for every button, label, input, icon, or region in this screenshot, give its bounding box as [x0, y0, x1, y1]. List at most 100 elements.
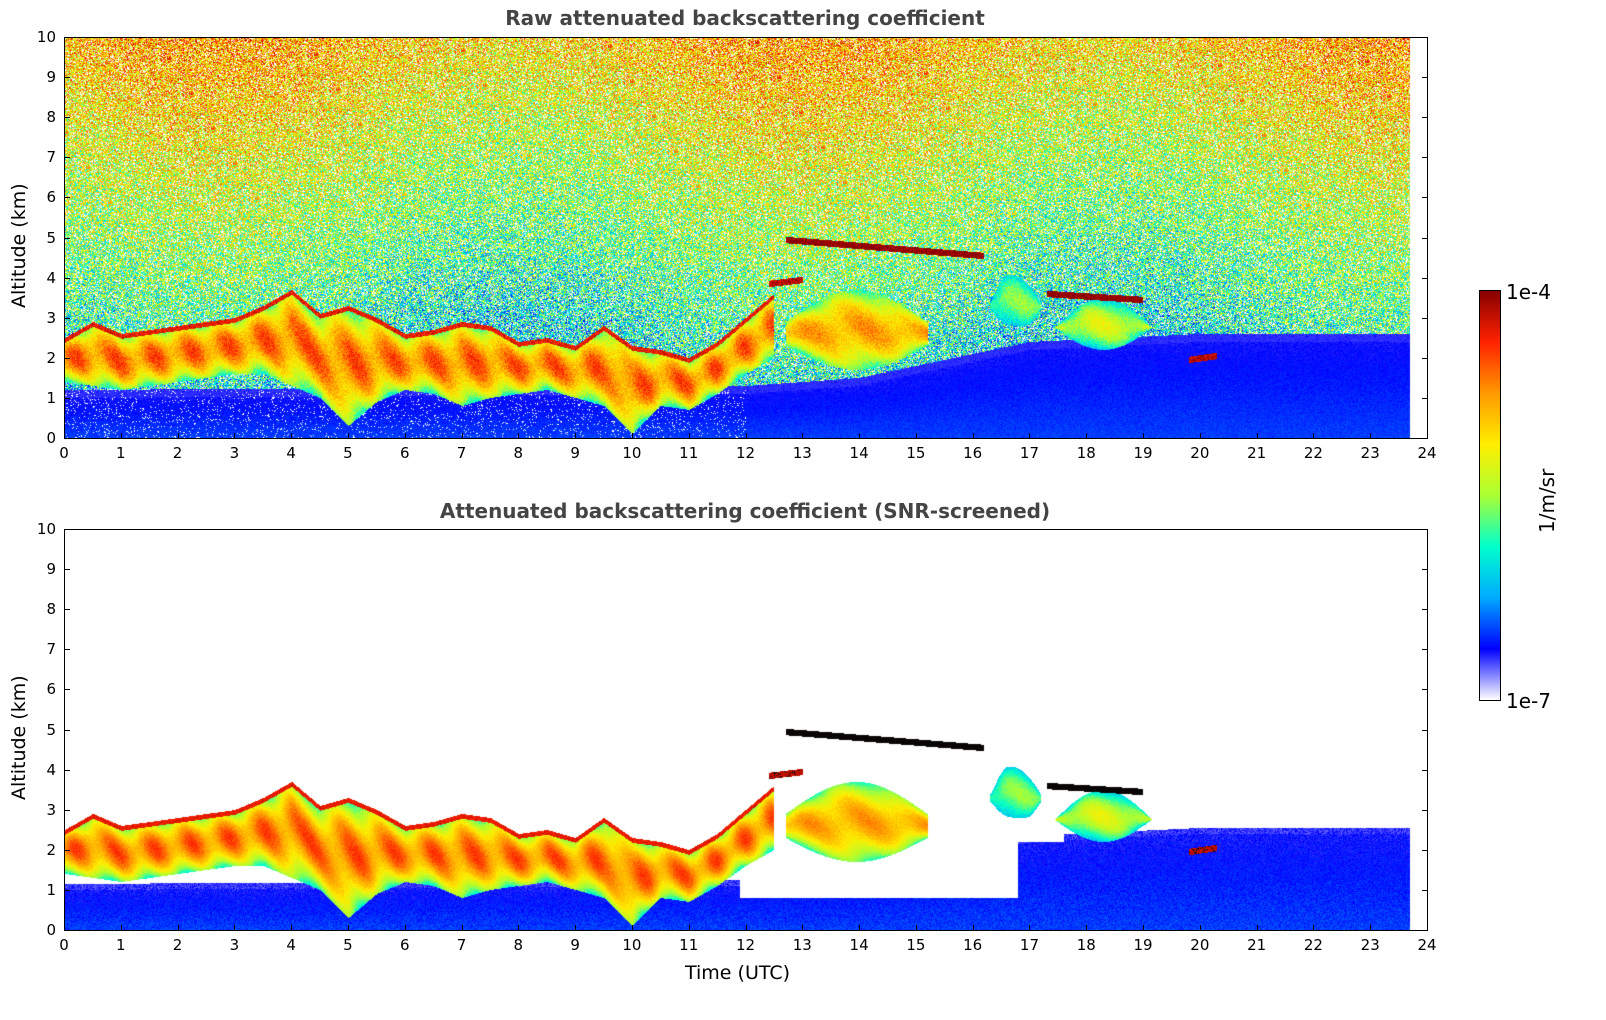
- x-tick-label: 9: [570, 936, 580, 954]
- y-tick-mark-right: [1422, 357, 1428, 359]
- x-tick-label: 22: [1303, 444, 1323, 462]
- x-tick-mark: [915, 433, 917, 439]
- x-tick-mark: [518, 433, 520, 439]
- x-tick-mark: [518, 925, 520, 931]
- x-tick-mark: [1370, 925, 1372, 931]
- x-tick-label: 1: [116, 936, 126, 954]
- x-tick-mark: [575, 433, 577, 439]
- colorbar-unit-label: 1/m/sr: [1535, 468, 1559, 533]
- y-tick-mark-right: [1422, 889, 1428, 891]
- y-tick-mark-right: [1422, 689, 1428, 691]
- x-tick-mark: [64, 925, 65, 931]
- x-tick-label: 15: [906, 936, 926, 954]
- x-tick-mark: [1029, 925, 1031, 931]
- x-tick-mark: [859, 433, 861, 439]
- x-tick-mark: [1256, 433, 1258, 439]
- y-tick-label: 6: [46, 188, 56, 207]
- x-tick-label: 19: [1133, 936, 1153, 954]
- x-tick-mark: [688, 925, 690, 931]
- y-tick-mark-right: [1422, 237, 1428, 239]
- x-tick-mark: [972, 925, 974, 931]
- x-tick-mark: [64, 433, 65, 439]
- x-tick-mark: [234, 925, 236, 931]
- y-tick-mark-right: [1422, 609, 1428, 611]
- y-tick-mark: [64, 438, 70, 439]
- x-tick-mark: [745, 925, 747, 931]
- y-tick-mark-right: [1422, 397, 1428, 399]
- y-tick-mark: [64, 529, 70, 530]
- x-tick-label: 10: [622, 936, 642, 954]
- x-tick-mark: [291, 925, 293, 931]
- x-tick-mark: [1143, 925, 1145, 931]
- x-tick-mark: [972, 433, 974, 439]
- x-tick-mark: [177, 433, 179, 439]
- x-tick-label: 22: [1303, 936, 1323, 954]
- x-tick-mark: [291, 433, 293, 439]
- x-tick-label: 5: [343, 936, 353, 954]
- x-tick-mark: [404, 433, 406, 439]
- y-tick-label: 1: [46, 388, 56, 407]
- x-tick-mark: [688, 433, 690, 439]
- y-tick-label: 4: [46, 760, 56, 779]
- y-tick-label: 5: [46, 228, 56, 247]
- y-tick-label: 9: [46, 560, 56, 579]
- x-tick-label: 6: [399, 444, 410, 462]
- x-tick-mark: [1199, 925, 1201, 931]
- x-axis-label: Time (UTC): [685, 962, 791, 984]
- x-tick-label: 16: [963, 936, 983, 954]
- x-tick-mark: [234, 433, 236, 439]
- x-tick-mark: [1086, 925, 1088, 931]
- y-tick-mark-right: [1422, 438, 1428, 439]
- x-tick-label: 12: [735, 444, 756, 462]
- x-tick-mark: [1427, 925, 1428, 931]
- y-tick-label: 10: [36, 28, 56, 46]
- y-tick-mark: [64, 769, 70, 771]
- x-tick-label: 24: [1417, 936, 1437, 954]
- x-tick-label: 13: [792, 936, 812, 954]
- y-tick-mark: [64, 117, 70, 119]
- x-tick-mark: [1256, 925, 1258, 931]
- y-tick-label: 0: [46, 921, 56, 939]
- x-tick-label: 24: [1417, 444, 1437, 462]
- y-tick-label: 9: [46, 68, 56, 87]
- x-tick-label: 4: [286, 936, 296, 954]
- x-tick-mark: [1029, 433, 1031, 439]
- y-tick-mark-right: [1422, 77, 1428, 79]
- y-tick-mark: [64, 569, 70, 571]
- y-tick-mark: [64, 277, 70, 279]
- y-tick-label: 5: [46, 720, 56, 739]
- y-tick-mark-right: [1422, 37, 1428, 38]
- y-tick-mark: [64, 317, 70, 319]
- x-tick-mark: [575, 925, 577, 931]
- x-tick-mark: [1199, 433, 1201, 439]
- y-tick-mark: [64, 357, 70, 359]
- x-tick-label: 14: [849, 444, 869, 462]
- x-tick-label: 11: [679, 444, 699, 462]
- top-heatmap-plot: [64, 37, 1428, 439]
- x-tick-label: 6: [399, 936, 410, 954]
- y-tick-mark: [64, 689, 70, 691]
- x-tick-label: 23: [1360, 936, 1380, 954]
- y-tick-label: 2: [46, 840, 56, 859]
- x-tick-mark: [802, 925, 804, 931]
- x-tick-label: 5: [343, 444, 353, 462]
- x-tick-mark: [461, 925, 463, 931]
- y-tick-mark: [64, 930, 70, 931]
- y-tick-mark: [64, 889, 70, 891]
- y-tick-label: 2: [46, 348, 56, 367]
- x-tick-label: 11: [679, 936, 699, 954]
- x-tick-mark: [802, 433, 804, 439]
- x-tick-mark: [915, 925, 917, 931]
- x-tick-mark: [177, 925, 179, 931]
- y-tick-mark-right: [1422, 317, 1428, 319]
- y-tick-label: 0: [46, 429, 56, 447]
- y-tick-label: 6: [46, 680, 56, 699]
- top-y-axis-label: Altitude (km): [8, 183, 30, 308]
- y-tick-mark-right: [1422, 649, 1428, 651]
- x-tick-mark: [404, 925, 406, 931]
- x-tick-label: 21: [1247, 444, 1267, 462]
- x-tick-mark: [1370, 433, 1372, 439]
- x-tick-label: 18: [1076, 444, 1096, 462]
- bottom-heatmap-plot: [64, 529, 1428, 931]
- x-tick-mark: [745, 433, 747, 439]
